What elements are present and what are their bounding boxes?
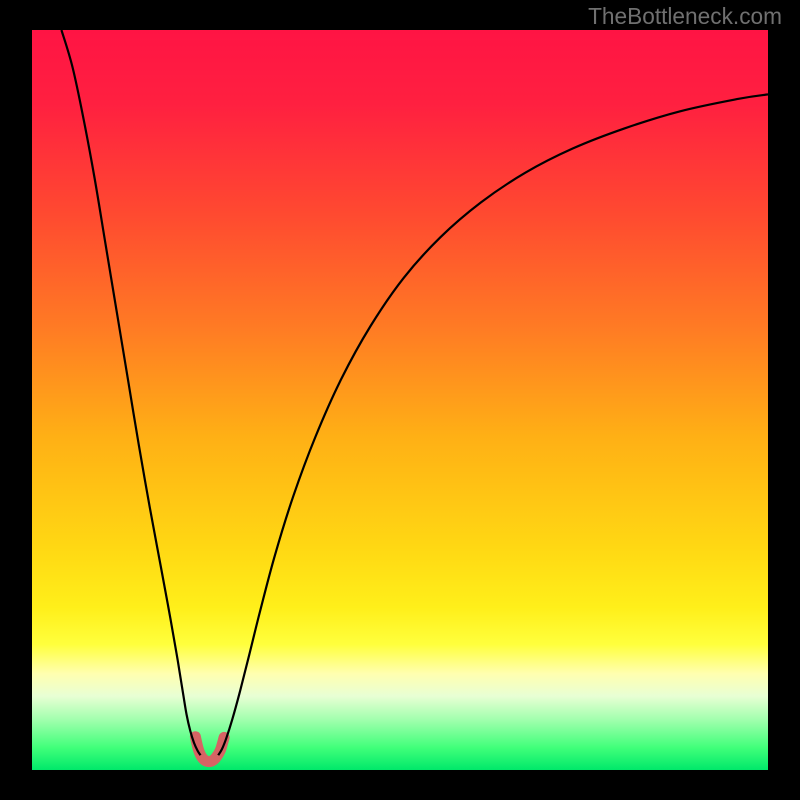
chart-area [32,30,768,770]
watermark-text: TheBottleneck.com [588,3,782,30]
curve-layer [32,30,768,770]
curve-left [61,30,200,755]
image-root: TheBottleneck.com [0,0,800,800]
trough-marker [195,737,224,762]
curve-right [218,94,768,755]
